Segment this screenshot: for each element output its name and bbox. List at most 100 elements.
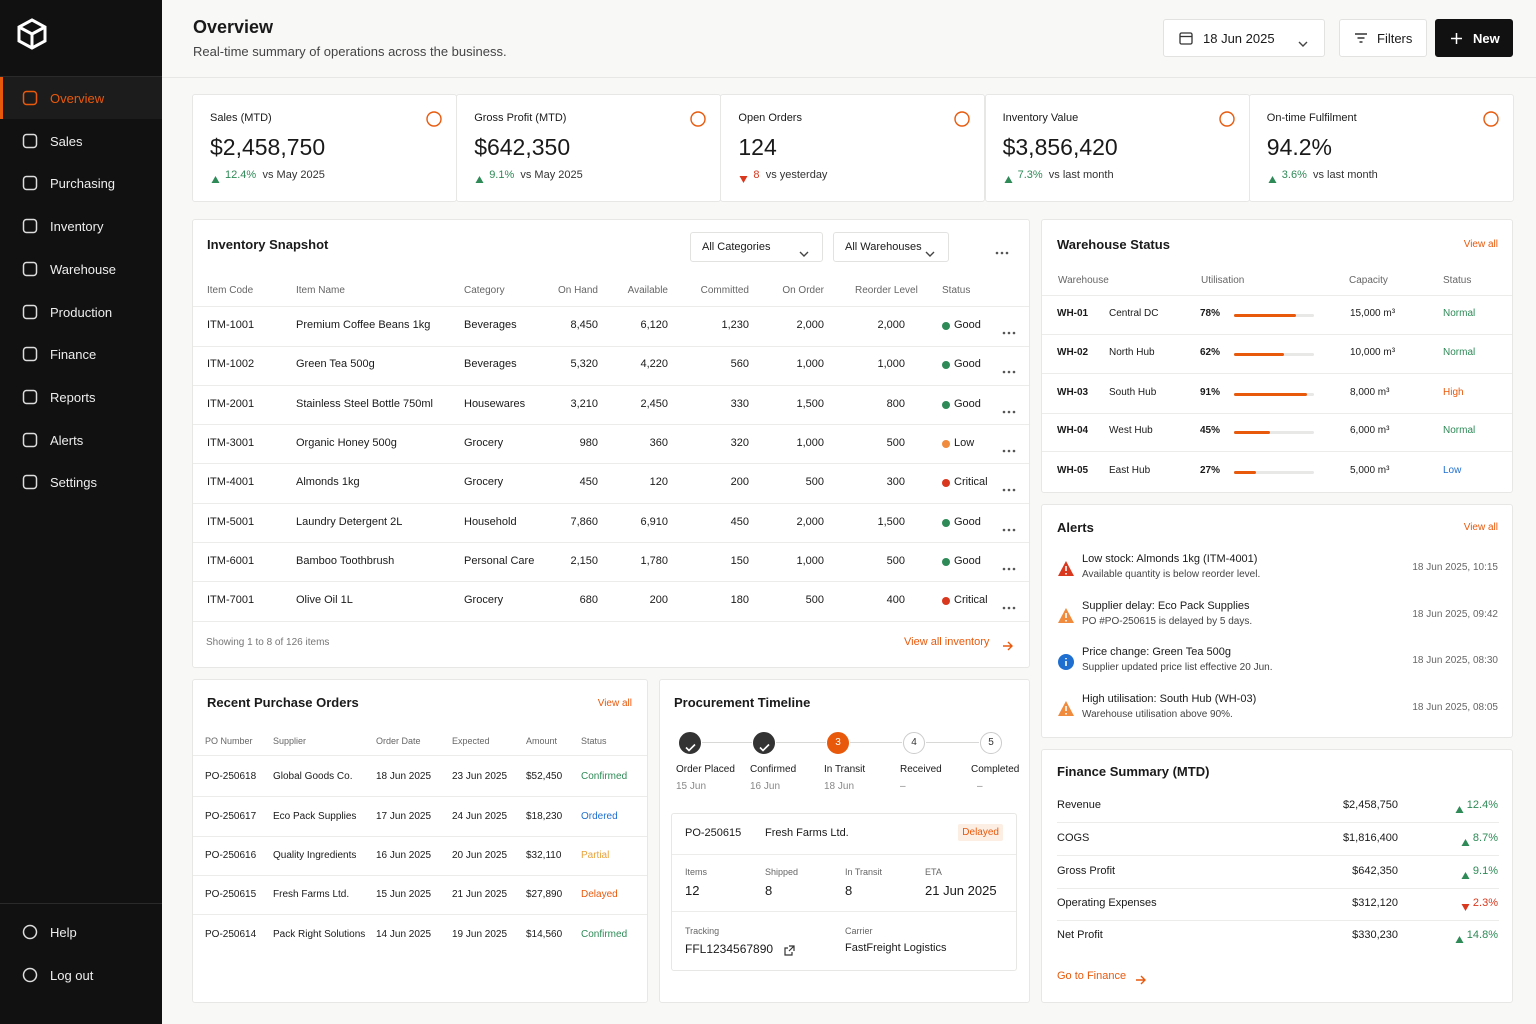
more-menu[interactable] <box>1002 441 1016 453</box>
table-cell: 6,120 <box>640 319 668 331</box>
external-link-icon[interactable] <box>784 943 795 956</box>
nav-icon <box>22 432 38 448</box>
nav-item[interactable]: Sales <box>0 120 162 162</box>
finance-label: Gross Profit <box>1057 865 1116 877</box>
table-cell: 1,230 <box>721 319 749 331</box>
view-all-inventory[interactable]: View all inventory <box>904 636 990 648</box>
nav-item[interactable]: Finance <box>0 333 162 375</box>
alert-title: Supplier delay: Eco Pack Supplies <box>1082 599 1250 612</box>
table-cell: 1,000 <box>796 436 824 449</box>
status-label: Good <box>954 358 981 371</box>
trend-arrow-glyph <box>1461 839 1470 846</box>
nav-icon-glyph <box>22 475 38 490</box>
filter-dropdown[interactable]: All Categories <box>690 232 823 262</box>
table-cell: 200 <box>649 594 668 607</box>
go-to-finance[interactable]: Go to Finance <box>1057 970 1127 982</box>
nav-item[interactable]: Help <box>0 911 162 953</box>
utilisation-label: 27% <box>1200 465 1221 476</box>
more-menu[interactable] <box>1002 480 1016 492</box>
nav-item[interactable]: Alerts <box>0 419 162 461</box>
nav-item[interactable]: Overview <box>0 77 162 119</box>
utilisation-track <box>1234 430 1314 434</box>
view-all[interactable]: View all <box>1463 239 1498 250</box>
filters-button[interactable]: Filters <box>1339 19 1427 57</box>
new-button[interactable]: New <box>1435 19 1513 57</box>
nav-item[interactable]: Log out <box>0 954 162 996</box>
chevron-glyph <box>925 251 935 257</box>
nav-item[interactable]: Settings <box>0 461 162 503</box>
finance-label: Operating Expenses <box>1057 897 1157 909</box>
finance-amount: $312,120 <box>1352 897 1398 909</box>
card-title: Finance Summary (MTD) <box>1057 764 1210 779</box>
view-all[interactable]: View all <box>597 698 632 709</box>
date-picker[interactable]: 18 Jun 2025 <box>1163 19 1325 57</box>
arrow-glyph <box>1136 975 1146 985</box>
capacity: 6,000 m³ <box>1350 425 1390 436</box>
trend-arrow <box>1461 834 1470 846</box>
row-divider <box>672 911 1016 912</box>
column-header: Expected <box>452 736 490 746</box>
nav-icon <box>22 346 38 362</box>
kpi-card: Gross Profit (MTD) $642,350 9.1% vs May 202… <box>456 94 722 202</box>
table-cell: 200 <box>730 476 749 489</box>
status-label: Low <box>954 436 975 449</box>
timeline-step: 5 <box>980 732 1002 754</box>
more-menu-glyph <box>1002 528 1016 531</box>
utilisation-label: 62% <box>1200 347 1221 358</box>
nav-item[interactable]: Reports <box>0 376 162 418</box>
page-subtitle: Real-time summary of operations across t… <box>193 44 507 59</box>
kpi-card: Open Orders 124 8 vs yesterday <box>720 94 986 202</box>
alert-icon <box>1057 607 1075 624</box>
finance-change: 12.4% <box>1466 799 1498 811</box>
filter-label: All Warehouses <box>845 241 922 253</box>
table-footer: Showing 1 to 8 of 126 items <box>206 637 330 648</box>
more-menu[interactable] <box>1002 520 1016 531</box>
more-menu[interactable] <box>995 243 1009 255</box>
alert-icon <box>1057 560 1075 577</box>
filter-dropdown[interactable]: All Warehouses <box>833 232 949 262</box>
kpi-label: Inventory Value <box>1002 112 1079 124</box>
table-cell: Grocery <box>464 594 504 607</box>
nav-item[interactable]: Inventory <box>0 205 162 247</box>
nav-label: Reports <box>50 389 96 405</box>
step-date: 18 Jun <box>824 781 855 792</box>
row-divider <box>193 345 1029 347</box>
table-cell: 180 <box>730 594 749 607</box>
kpi-icon <box>425 110 443 128</box>
status-dot <box>942 439 950 448</box>
table-cell: ITM-2001 <box>207 397 255 410</box>
table-cell: $27,890 <box>526 889 563 900</box>
table-cell: 20 Jun 2025 <box>452 850 508 861</box>
alert-icon-glyph <box>1058 701 1074 717</box>
nav-icon <box>22 261 38 277</box>
field-label: In Transit <box>845 867 883 877</box>
more-menu[interactable] <box>1002 598 1016 610</box>
table-cell: PO-250616 <box>205 850 257 861</box>
header-divider <box>162 77 1536 78</box>
kpi-value: $3,856,420 <box>1002 134 1118 160</box>
status-dot <box>942 597 950 606</box>
chevron-glyph <box>799 251 809 257</box>
column-header: Reorder Level <box>855 285 918 296</box>
page-title: Overview <box>193 17 274 37</box>
table-cell: 21 Jun 2025 <box>452 889 508 900</box>
timeline-step <box>679 732 701 754</box>
column-header: Capacity <box>1349 275 1388 286</box>
nav-icon-glyph <box>22 261 38 277</box>
table-cell: Organic Honey 500g <box>296 436 397 449</box>
kpi-label: On-time Fulfilment <box>1266 112 1357 124</box>
more-menu[interactable] <box>1002 323 1016 335</box>
warehouse-status: High <box>1443 387 1464 398</box>
more-menu[interactable] <box>1002 362 1016 374</box>
alert-time: 18 Jun 2025, 09:42 <box>1412 608 1498 620</box>
more-menu[interactable] <box>1002 402 1016 413</box>
view-all[interactable]: View all <box>1463 522 1498 533</box>
more-menu[interactable] <box>1002 559 1016 571</box>
nav-item[interactable]: Warehouse <box>0 248 162 290</box>
kpi-change: 8 <box>753 169 760 181</box>
card-title: Procurement Timeline <box>674 695 811 710</box>
nav-item[interactable]: Purchasing <box>0 162 162 204</box>
field-value: 12 <box>685 883 700 898</box>
nav-item[interactable]: Production <box>0 291 162 333</box>
order-detail: PO-250615 Fresh Farms Ltd. Delayed Items 12 S… <box>671 813 1017 971</box>
